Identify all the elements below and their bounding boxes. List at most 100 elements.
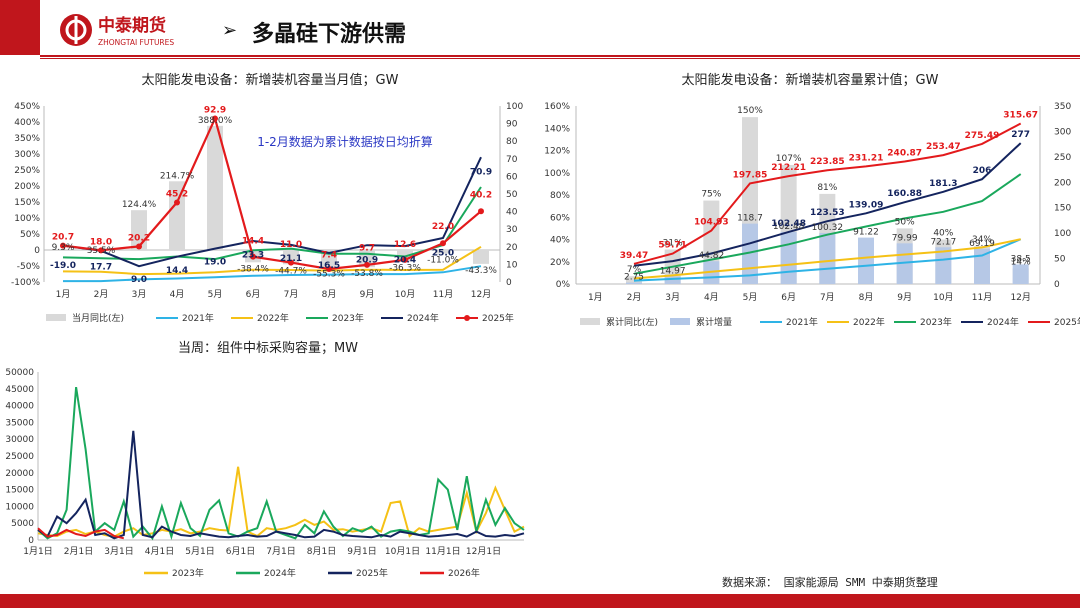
chart1-yleft-tick: -100%: [11, 278, 40, 288]
chart1-yright-tick: 40: [506, 208, 518, 218]
chart1-point: [402, 256, 408, 263]
chart1-data-label: 17.7: [90, 263, 112, 273]
chart1-title: 太阳能发电设备：新增装机容量当月值；GW: [142, 72, 399, 88]
chart2-legend-label: 2024年: [987, 316, 1019, 328]
chart1-yright-tick: 60: [506, 172, 518, 182]
chart1-annotation: 1-2月数据为累计数据按日均折算: [257, 134, 433, 149]
chart1-bar: [207, 125, 223, 250]
chart2-2025-label: 240.87: [887, 149, 922, 159]
chart1-point: [174, 199, 180, 206]
chart2-increment-label: 102.48: [773, 222, 805, 232]
chart2-legend-swatch: [580, 318, 600, 325]
chart1-yleft-tick: 200%: [14, 182, 40, 192]
chart1-point: [440, 240, 446, 247]
chart2-2024-label: 123.53: [810, 208, 845, 218]
chart2-series-line: [633, 122, 1022, 265]
chart3-y-tick: 40000: [5, 402, 34, 412]
chart3-series-line: [37, 386, 525, 541]
chart2-increment-label: 14.97: [660, 266, 686, 276]
chart2-2024-label: 206: [973, 166, 992, 176]
chart3-y-tick: 35000: [5, 418, 34, 428]
chart1-x-tick: 3月: [132, 289, 147, 300]
chart2-increment-label: 118.7: [737, 214, 763, 224]
chart2-2025-label: 275.49: [965, 131, 1000, 141]
chart2-x-tick: 3月: [665, 292, 680, 303]
chart2-title: 太阳能发电设备：新增装机容量累计值；GW: [682, 72, 939, 88]
chart2-bar-increment: [974, 248, 990, 284]
chart2-2025-label: 253.47: [926, 142, 961, 152]
header-rule-thin: [40, 58, 1080, 59]
chart2-yoy-label: 107%: [776, 154, 802, 164]
chart2-x-tick: 5月: [743, 292, 758, 303]
chart1-series-line: [62, 115, 482, 271]
data-source-note: 数据来源： 国家能源局 SMM 中泰期货整理: [722, 576, 938, 589]
chart2-increment-label: 72.17: [930, 237, 956, 247]
chart2-yoy-label: 150%: [737, 106, 763, 116]
chart2-legend-label: 累计同比(左): [606, 316, 658, 328]
chart1-yleft-tick: 50%: [20, 230, 40, 240]
chart2-yright-tick: 300: [1054, 127, 1071, 137]
chart2-yoy-label: 81%: [817, 183, 837, 193]
chart3-y-tick: 45000: [5, 385, 34, 395]
chart1-yleft-tick: 150%: [14, 198, 40, 208]
chart2-series-line: [633, 142, 1022, 267]
chart2-yleft-tick: 100%: [544, 169, 570, 179]
chart1-point: [60, 242, 66, 249]
chart2-legend-label: 2022年: [853, 316, 885, 328]
chart2-2025-label: 39.47: [620, 251, 648, 261]
chart2-bar-increment: [626, 282, 642, 284]
chart1-yright-tick: 90: [506, 120, 518, 130]
chart2-2024-label: 102.48: [771, 219, 806, 229]
chart3-series-line: [37, 430, 525, 540]
chart1-yleft-tick: 400%: [14, 118, 40, 128]
chart3-series-line: [37, 466, 525, 538]
chart2-yleft-tick: 120%: [544, 147, 570, 157]
chart1-x-tick: 6月: [246, 289, 261, 300]
chart1-x-tick: 1月: [56, 289, 71, 300]
chart2-2024-label: 277: [1011, 130, 1030, 140]
chart2-2025-label: 212.21: [771, 163, 806, 173]
chart2-increment-label: 44.82: [698, 251, 724, 261]
chart1-bar-label: -43.3%: [465, 266, 497, 276]
chart2-increment-label: 2.75: [624, 273, 644, 283]
chart2-series-line: [633, 238, 1021, 280]
chart2-x-tick: 11月: [972, 292, 992, 303]
chart1-data-label: 20.9: [356, 256, 378, 266]
chart1-point: [98, 247, 104, 254]
chart1-yright-tick: 10: [506, 260, 518, 270]
chart2-x-tick: 8月: [859, 292, 874, 303]
chart-weekly-module-tender: 当周：组件中标采购容量；MW50000450004000035000300002…: [5, 340, 525, 579]
chart1-data-label: 21.1: [280, 254, 302, 264]
chart1-bar-label: -38.4%: [237, 264, 269, 274]
chart2-yleft-tick: 140%: [544, 124, 570, 134]
chart3-x-tick: 4月1日: [145, 546, 174, 557]
chart1-yright-tick: 100: [506, 102, 523, 112]
chart1-series-line: [62, 245, 482, 276]
chart2-2024-label: 160.88: [887, 189, 922, 199]
chart1-point: [364, 261, 370, 268]
chart1-yright-tick: 70: [506, 155, 518, 165]
chart2-yright-tick: 50: [1054, 255, 1066, 265]
header-accent-bar: [0, 0, 40, 55]
chart1-data-label: 35.5%: [87, 246, 116, 256]
company-logo: 中泰期货 ZHONGTAI FUTURES: [60, 14, 174, 47]
chart1-yleft-tick: 100%: [14, 214, 40, 224]
chart2-yleft-tick: 0%: [556, 280, 571, 290]
chart2-bar-increment: [1012, 264, 1029, 284]
chart1-data-label: 9.0: [131, 275, 147, 285]
chart1-data-label: 23.3: [242, 250, 264, 260]
chart1-point: [478, 208, 484, 215]
chart2-yleft-tick: 40%: [550, 236, 570, 246]
chart1-bar: [169, 181, 185, 250]
chart2-x-tick: 10月: [933, 292, 953, 303]
chart1-data-label: 18.0: [90, 237, 112, 247]
chart2-bar-increment: [819, 232, 836, 284]
chart2-increment-label: 79.99: [892, 233, 918, 243]
chart1-yright-tick: 20: [506, 243, 518, 253]
chart1-bar-label: -53.8%: [351, 269, 383, 279]
chart2-2024-label: 139.09: [849, 200, 884, 210]
chart2-2025-label: 231.21: [849, 153, 884, 163]
chart1-data-label: 45.2: [166, 189, 188, 199]
chart1-data-label: 12.6: [394, 240, 416, 250]
chart3-x-tick: 2月1日: [64, 546, 93, 557]
